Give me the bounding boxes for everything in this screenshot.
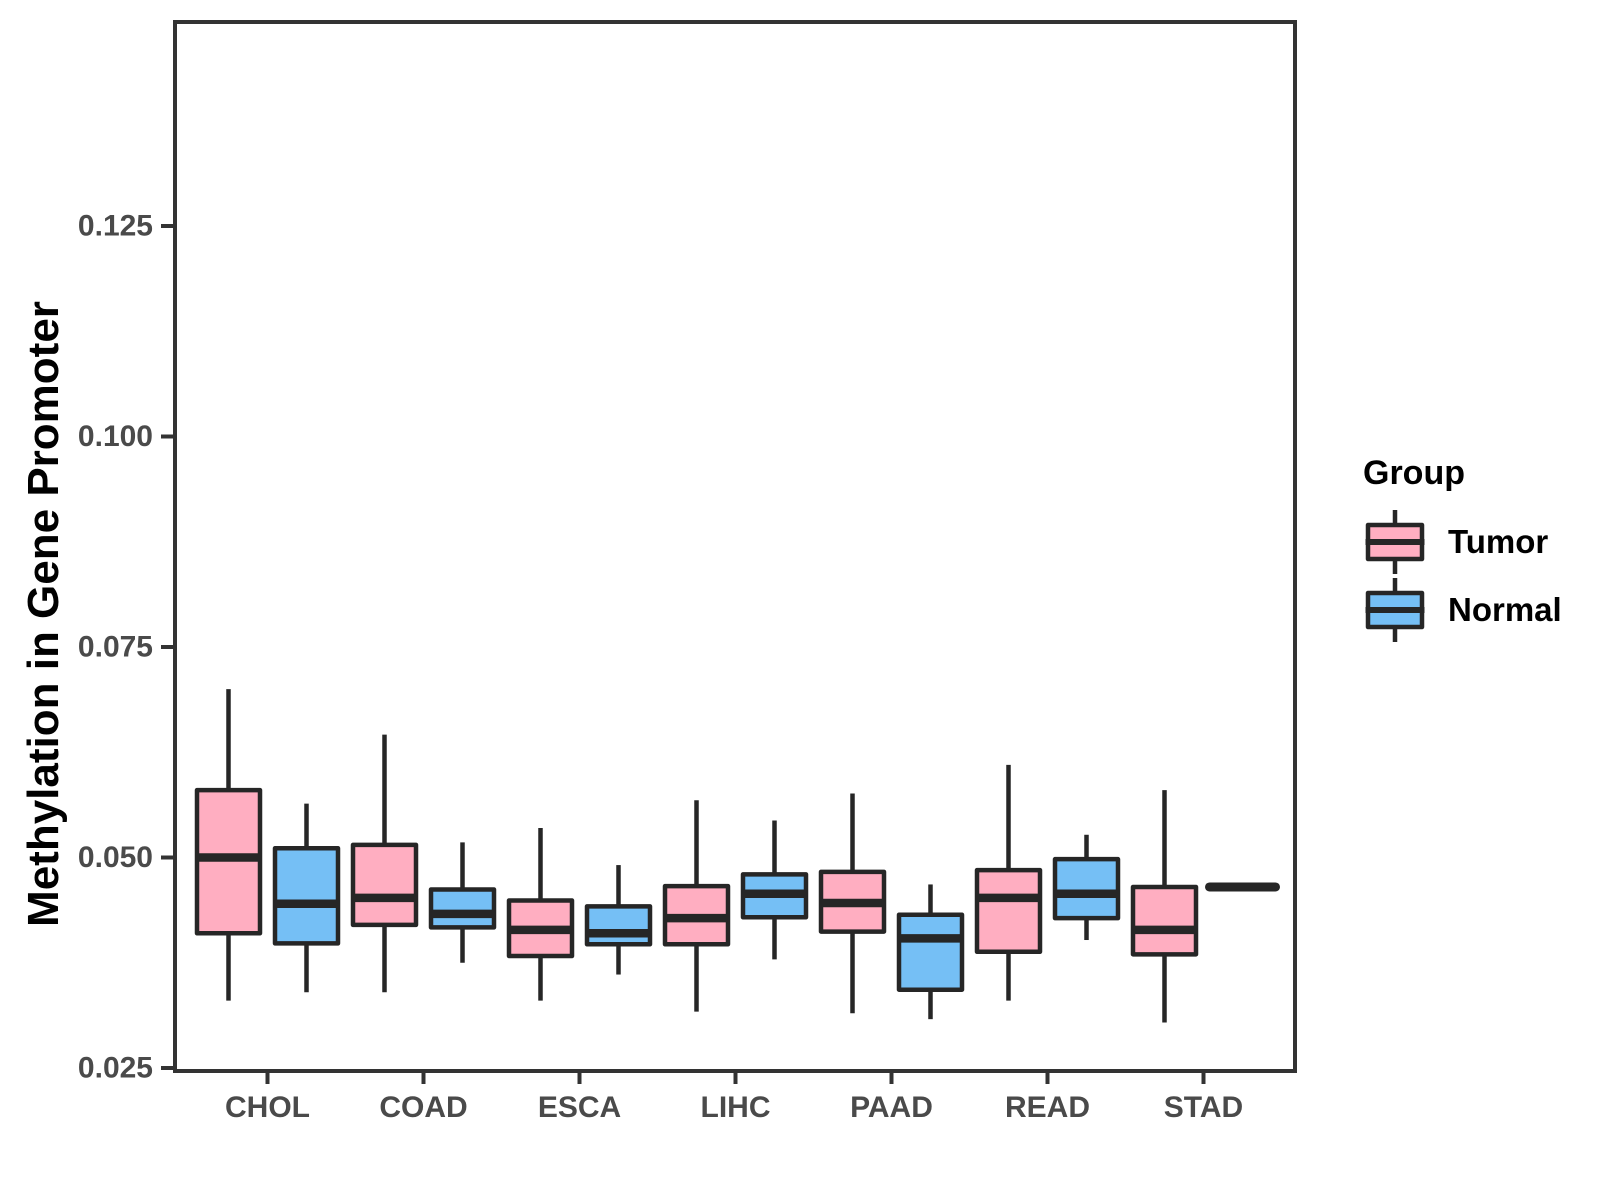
box-paad-normal: [896, 912, 965, 992]
legend-entry-tumor: Tumor: [1330, 508, 1600, 576]
legend: Group Tumor Normal: [1330, 440, 1600, 644]
x-tick-label: CHOL: [225, 1091, 310, 1124]
legend-label-normal: Normal: [1448, 591, 1562, 628]
boxplot-glyph-tumor-icon: [1365, 510, 1425, 574]
box-read-tumor: [974, 867, 1043, 955]
y-tick-label: 0.125: [78, 210, 153, 243]
legend-label-tumor: Tumor: [1448, 523, 1549, 560]
legend-title: Group: [1363, 454, 1465, 492]
x-tick-label: ESCA: [538, 1091, 621, 1124]
box-coad-normal: [428, 887, 497, 930]
y-tick-label: 0.075: [78, 631, 153, 664]
y-tick-label: 0.025: [78, 1052, 153, 1085]
x-tick-label: STAD: [1164, 1091, 1243, 1124]
box-read-normal: [1052, 856, 1121, 921]
box-esca-normal: [584, 904, 653, 947]
x-tick-label: LIHC: [701, 1091, 771, 1124]
x-tick-label: COAD: [379, 1091, 467, 1124]
y-tick-label: 0.050: [78, 841, 153, 874]
legend-entry-normal: Normal: [1330, 576, 1600, 644]
y-tick-label: 0.100: [78, 420, 153, 453]
box-stad-tumor: [1130, 884, 1199, 957]
x-tick-label: PAAD: [850, 1091, 933, 1124]
boxplot-glyph-normal-icon: [1365, 578, 1425, 642]
box-chol-normal: [272, 845, 341, 946]
box-coad-tumor: [350, 842, 419, 928]
x-tick-label: READ: [1005, 1091, 1090, 1124]
panel-border: [173, 20, 1297, 1073]
